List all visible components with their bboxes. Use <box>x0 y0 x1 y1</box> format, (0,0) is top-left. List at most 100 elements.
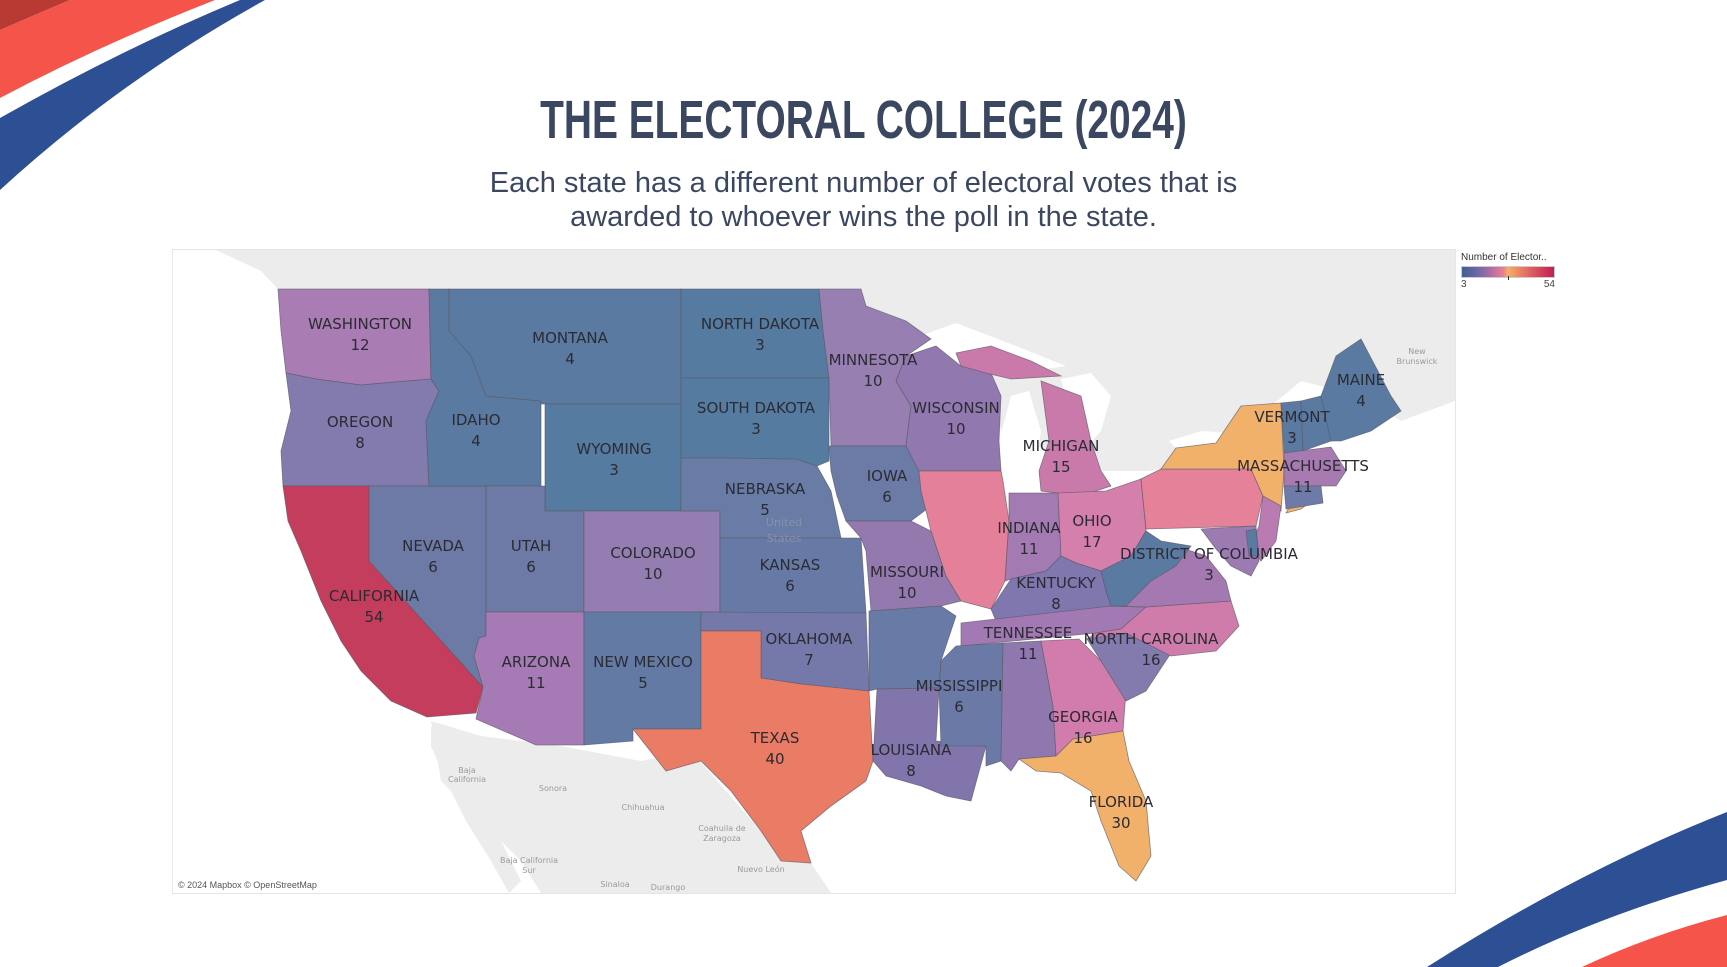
bg-label-new-brunswick: Brunswick <box>1397 357 1438 366</box>
svg-text:10: 10 <box>897 584 916 602</box>
label-missouri: MISSOURI <box>870 563 944 581</box>
state-connecticut-ri <box>1283 485 1324 510</box>
lake-michigan <box>999 391 1041 496</box>
state-missouri <box>845 520 962 612</box>
svg-text:4: 4 <box>1356 392 1366 410</box>
state-nebraska <box>680 457 842 539</box>
label-arizona: ARIZONA <box>502 653 571 671</box>
state-louisiana <box>872 687 987 802</box>
label-idaho: IDAHO <box>451 411 500 429</box>
state-maine <box>1320 338 1402 442</box>
label-texas: TEXAS <box>750 729 800 747</box>
state-north-carolina <box>1086 600 1240 657</box>
svg-text:12: 12 <box>350 336 369 354</box>
svg-text:11: 11 <box>526 674 545 692</box>
lake-huron <box>1061 373 1111 451</box>
subtitle-line-1: Each state has a different number of ele… <box>489 167 1238 199</box>
svg-text:4: 4 <box>471 432 481 450</box>
country-label-line-2: States <box>767 532 802 545</box>
legend-gradient-bar <box>1461 266 1555 280</box>
svg-text:6: 6 <box>954 698 964 716</box>
svg-text:30: 30 <box>1111 814 1130 832</box>
bg-label-sinaloa: Sinaloa <box>600 880 629 889</box>
svg-text:Baja: Baja <box>458 766 476 775</box>
label-kentucky: KENTUCKY <box>1016 574 1096 592</box>
bg-label-durango: Durango <box>651 883 686 892</box>
svg-text:Sur: Sur <box>522 866 536 875</box>
label-utah: UTAH <box>511 537 552 555</box>
bg-label-chihuahua: Chihuahua <box>622 803 665 812</box>
lake-ontario <box>1169 431 1231 448</box>
state-kansas <box>719 537 867 614</box>
svg-text:11: 11 <box>1018 645 1037 663</box>
svg-text:16: 16 <box>1141 651 1160 669</box>
states-layer <box>277 288 1402 882</box>
svg-text:15: 15 <box>1051 458 1070 476</box>
svg-text:40: 40 <box>765 750 784 768</box>
electoral-map[interactable]: New Brunswick Baja California Sonora Chi… <box>172 249 1456 894</box>
state-labels: WASHINGTON 12 OREGON 8 CALIFORNIA 54 NEV… <box>308 315 1385 832</box>
state-florida <box>1017 730 1152 882</box>
svg-text:Baja California: Baja California <box>500 856 558 865</box>
svg-text:8: 8 <box>355 434 365 452</box>
state-new-jersey <box>1250 495 1282 562</box>
label-kansas: KANSAS <box>760 556 821 574</box>
label-iowa: IOWA <box>867 467 908 485</box>
svg-text:3: 3 <box>609 461 619 479</box>
svg-text:6: 6 <box>428 558 438 576</box>
state-new-york <box>1160 402 1285 512</box>
svg-text:Zaragoza: Zaragoza <box>703 834 741 843</box>
label-wisconsin: WISCONSIN <box>912 399 999 417</box>
color-legend[interactable]: Number of Elector.. 3 54 <box>1461 252 1561 290</box>
label-california: CALIFORNIA <box>329 587 420 605</box>
svg-text:11: 11 <box>1293 478 1312 496</box>
state-michigan <box>1038 380 1112 497</box>
state-wisconsin <box>895 345 1002 472</box>
label-tennessee: TENNESSEE <box>983 624 1073 642</box>
legend-midpoint-tick <box>1508 276 1509 280</box>
legend-range: 3 54 <box>1461 279 1555 290</box>
svg-text:Coahuila de: Coahuila de <box>698 824 745 833</box>
svg-text:3: 3 <box>755 336 765 354</box>
label-washington: WASHINGTON <box>308 315 412 333</box>
state-texas <box>632 630 874 864</box>
label-wyoming: WYOMING <box>576 440 651 458</box>
svg-text:6: 6 <box>785 577 795 595</box>
label-minnesota: MINNESOTA <box>829 351 919 369</box>
state-michigan-up <box>955 345 1063 380</box>
state-delaware <box>1245 528 1260 557</box>
label-indiana: INDIANA <box>997 519 1061 537</box>
page-title: THE ELECTORAL COLLEGE (2024) <box>540 90 1187 150</box>
svg-text:California: California <box>448 775 486 784</box>
svg-text:5: 5 <box>760 501 770 519</box>
label-louisiana: LOUISIANA <box>871 741 952 759</box>
svg-text:4: 4 <box>565 350 575 368</box>
label-north-dakota: NORTH DAKOTA <box>701 315 820 333</box>
state-delaware-maryland <box>1200 525 1260 577</box>
label-massachusetts: MASSACHUSETTS <box>1237 457 1369 475</box>
svg-text:54: 54 <box>364 608 383 626</box>
mexico-landmass <box>431 721 831 893</box>
subtitle-line-2: awarded to whoever wins the poll in the … <box>570 201 1157 233</box>
map-attribution[interactable]: © 2024 Mapbox © OpenStreetMap <box>178 880 317 890</box>
svg-text:8: 8 <box>906 762 916 780</box>
svg-text:17: 17 <box>1082 533 1101 551</box>
svg-text:5: 5 <box>638 674 648 692</box>
svg-text:10: 10 <box>863 372 882 390</box>
label-south-dakota: SOUTH DAKOTA <box>697 399 816 417</box>
bg-label-nuevo-leon: Nuevo León <box>737 864 784 874</box>
label-oregon: OREGON <box>327 413 393 431</box>
baja-peninsula <box>431 726 521 893</box>
label-michigan: MICHIGAN <box>1023 437 1100 455</box>
canada-landmass <box>216 250 1455 471</box>
label-vermont: VERMONT <box>1254 408 1330 426</box>
svg-text:11: 11 <box>1019 540 1038 558</box>
state-north-dakota <box>680 288 830 379</box>
svg-text:16: 16 <box>1073 729 1092 747</box>
label-new-mexico: NEW MEXICO <box>593 653 693 671</box>
svg-text:3: 3 <box>751 420 761 438</box>
svg-text:3: 3 <box>1287 429 1297 447</box>
state-west-virginia <box>1100 530 1192 607</box>
bg-label-sonora: Sonora <box>539 784 567 793</box>
svg-text:3: 3 <box>1204 566 1214 584</box>
